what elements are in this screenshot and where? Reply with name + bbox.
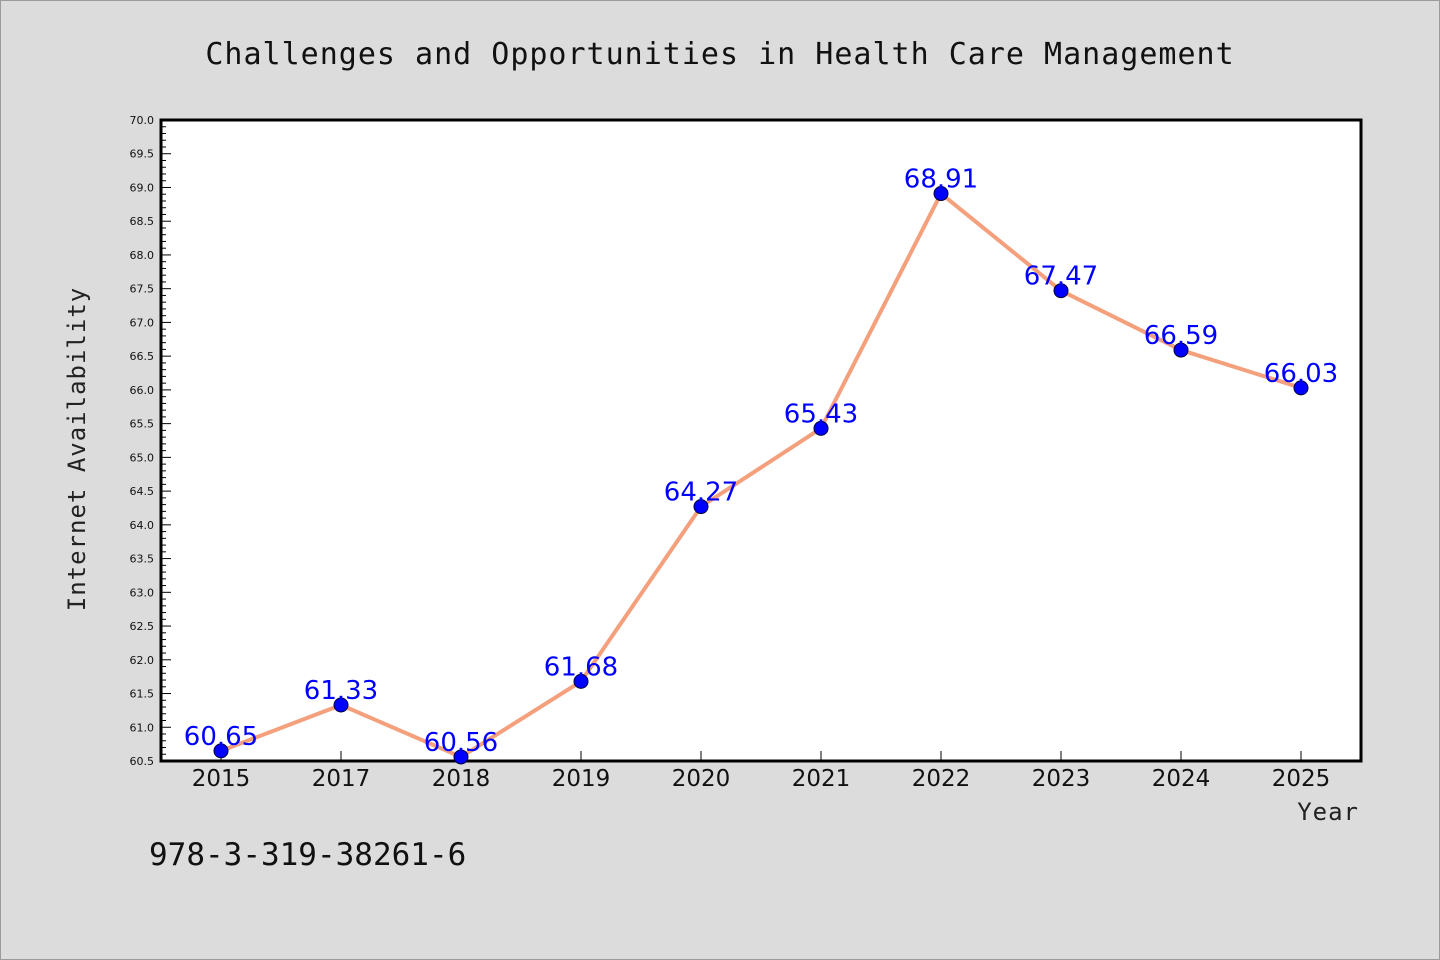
x-tick-label: 2020	[672, 766, 731, 792]
data-label: 68.91	[904, 165, 978, 195]
data-label: 60.56	[424, 728, 498, 758]
x-tick-label: 2022	[912, 766, 971, 792]
y-tick-label: 64.5	[130, 485, 155, 498]
data-point	[813, 420, 829, 436]
data-label: 67.47	[1024, 262, 1098, 292]
y-tick-label: 65.5	[130, 418, 155, 431]
y-tick-label: 68.5	[130, 215, 155, 228]
x-tick-label: 2019	[552, 766, 611, 792]
data-label: 66.59	[1144, 321, 1218, 351]
y-tick-label: 70.0	[130, 114, 155, 127]
x-tick-label: 2015	[192, 766, 251, 792]
y-tick-label: 67.0	[130, 316, 155, 329]
data-label: 61.68	[544, 652, 618, 682]
y-tick-label: 68.0	[130, 249, 155, 262]
y-tick-label: 61.0	[130, 721, 155, 734]
y-tick-label: 63.0	[130, 586, 155, 599]
data-label: 65.43	[784, 399, 858, 429]
series-line	[219, 191, 1303, 759]
y-tick-label: 64.0	[130, 519, 155, 532]
data-label: 64.27	[664, 478, 738, 508]
plot-area	[159, 118, 1363, 763]
data-point	[1053, 283, 1069, 299]
y-tick-label: 66.5	[130, 350, 155, 363]
data-label: 66.03	[1264, 359, 1338, 389]
data-point	[333, 697, 349, 713]
y-tick-label: 69.0	[130, 181, 155, 194]
x-axis-label: Year	[1297, 798, 1359, 826]
y-tick-label: 67.5	[130, 283, 155, 296]
data-point	[453, 749, 469, 765]
y-tick-label: 69.5	[130, 148, 155, 161]
data-point	[1173, 342, 1189, 358]
y-tick-label: 65.0	[130, 451, 155, 464]
y-tick-label: 63.5	[130, 553, 155, 566]
series-layer: 60.65 61.33 60.56 61.68 64.27 65.43 68.91 67.47…	[184, 165, 1338, 765]
x-tick-label: 2021	[792, 766, 851, 792]
data-point	[213, 743, 229, 759]
y-tick-label: 60.5	[130, 755, 155, 768]
y-tick-label: 66.0	[130, 384, 155, 397]
y-axis-ticks: 60.5 61.0 61.5 62.0 62.5 63.0 63.5 64.0 64.5 65.0…	[130, 114, 171, 768]
y-axis-label: Internet Availability	[63, 287, 91, 611]
data-point	[1293, 380, 1309, 396]
data-point	[933, 186, 949, 202]
y-tick-label: 62.5	[130, 620, 155, 633]
x-tick-label: 2017	[312, 766, 371, 792]
x-tick-label: 2024	[1152, 766, 1211, 792]
data-label: 61.33	[304, 676, 378, 706]
data-point	[693, 499, 709, 515]
y-tick-label: 62.0	[130, 654, 155, 667]
isbn-annotation: 978-3-319-38261-6	[149, 837, 466, 873]
x-tick-label: 2018	[432, 766, 491, 792]
data-point	[573, 673, 589, 689]
chart-title: Challenges and Opportunities in Health C…	[205, 37, 1234, 72]
data-label: 60.65	[184, 722, 258, 752]
x-tick-label: 2025	[1272, 766, 1331, 792]
y-tick-label: 61.5	[130, 688, 155, 701]
x-tick-label: 2023	[1032, 766, 1091, 792]
